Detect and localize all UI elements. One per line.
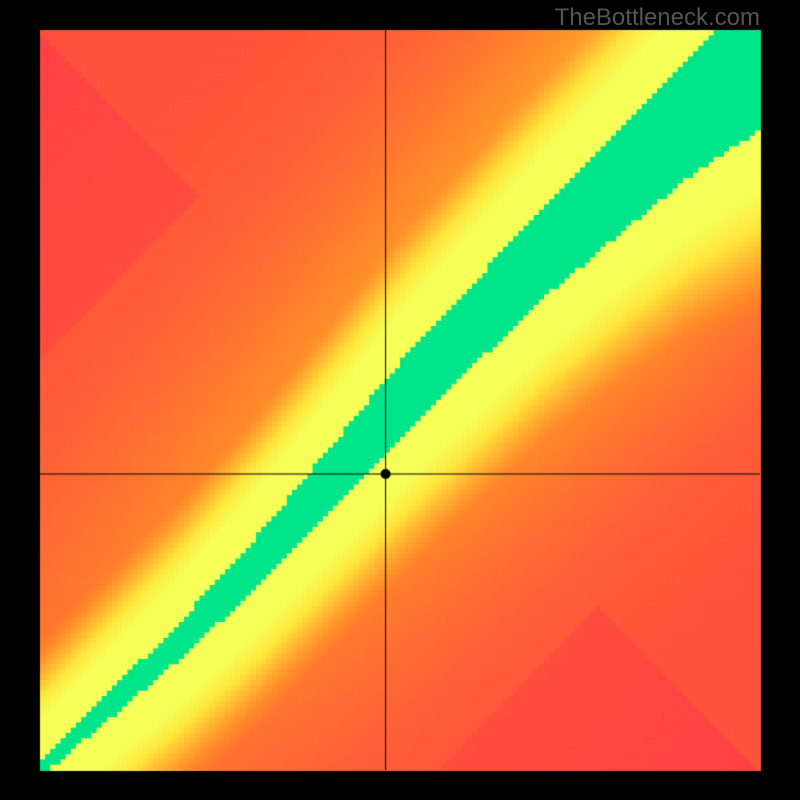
chart-container: TheBottleneck.com: [0, 0, 800, 800]
bottleneck-heatmap: [0, 0, 800, 800]
watermark-text: TheBottleneck.com: [555, 4, 760, 32]
